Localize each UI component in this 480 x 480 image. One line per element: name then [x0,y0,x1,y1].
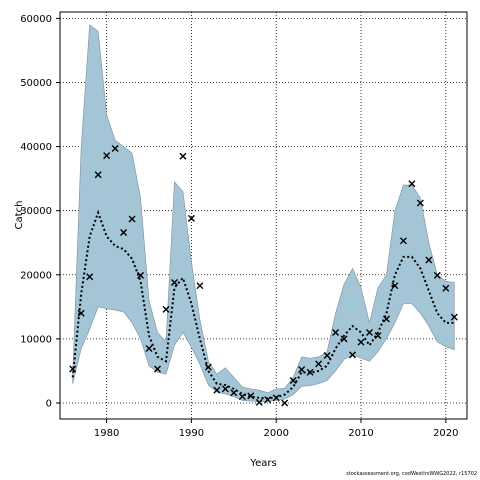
observed-point [137,271,145,279]
observed-point [374,332,382,340]
y-tick-label: 50000 [20,78,52,89]
x-tick-label: 1990 [179,428,204,439]
y-tick-label: 60000 [20,14,52,25]
observed-point [332,328,340,336]
y-tick-label: 10000 [20,334,52,345]
observed-point [264,396,272,404]
y-tick-label: 40000 [20,142,52,153]
observed-point [120,228,128,236]
observed-point [298,366,306,374]
observed-point [289,377,297,385]
y-tick-label: 30000 [20,206,52,217]
x-axis-ticks: 1980 1990 2000 2010 2020 [94,419,459,439]
estimate-line [71,209,455,400]
y-tick-label: 0 [46,398,52,409]
observed-point [179,152,187,160]
observed-point [450,313,458,321]
x-tick-label: 1980 [94,428,119,439]
observed-point [204,363,212,371]
observed-points [69,145,458,407]
x-tick-label: 2010 [348,428,373,439]
observed-point [238,393,246,401]
observed-point [255,398,263,406]
observed-point [103,152,111,160]
y-axis-ticks: 0 10000 20000 30000 40000 50000 60000 [20,14,60,409]
observed-point [399,237,407,245]
observed-point [111,145,119,153]
observed-point [213,386,221,394]
observed-point [94,171,102,179]
observed-point [154,365,162,373]
observed-point [221,385,229,393]
observed-point [382,315,390,323]
observed-point [323,352,331,360]
observed-point [162,305,170,313]
observed-point [77,309,85,317]
observed-point [230,389,238,397]
x-tick-label: 2000 [263,428,288,439]
observed-point [128,215,136,223]
observed-point [170,278,178,286]
observed-point [69,365,77,373]
observed-point [391,282,399,290]
observed-point [408,180,416,188]
y-tick-label: 20000 [20,270,52,281]
x-axis-label: Years [249,458,276,469]
observed-point [281,399,289,407]
observed-point [340,335,348,343]
observed-point [357,338,365,346]
credit-text: stockassessment.org, codWestIrsWWG2022, … [346,471,477,477]
observed-point [272,394,280,402]
observed-point [315,360,323,368]
x-tick-label: 2020 [433,428,458,439]
observed-point [442,284,450,292]
observed-point [425,256,433,264]
observed-point [187,214,195,222]
observed-point [145,345,153,352]
observed-point [349,351,357,359]
observed-point [433,271,441,279]
y-axis-label: Catch [14,201,25,230]
observed-point [306,368,314,376]
observed-point [416,199,424,207]
observed-point [196,282,204,290]
observed-point [86,273,94,281]
observed-point [247,392,255,400]
observed-point [365,328,373,336]
plot-border [59,11,468,420]
